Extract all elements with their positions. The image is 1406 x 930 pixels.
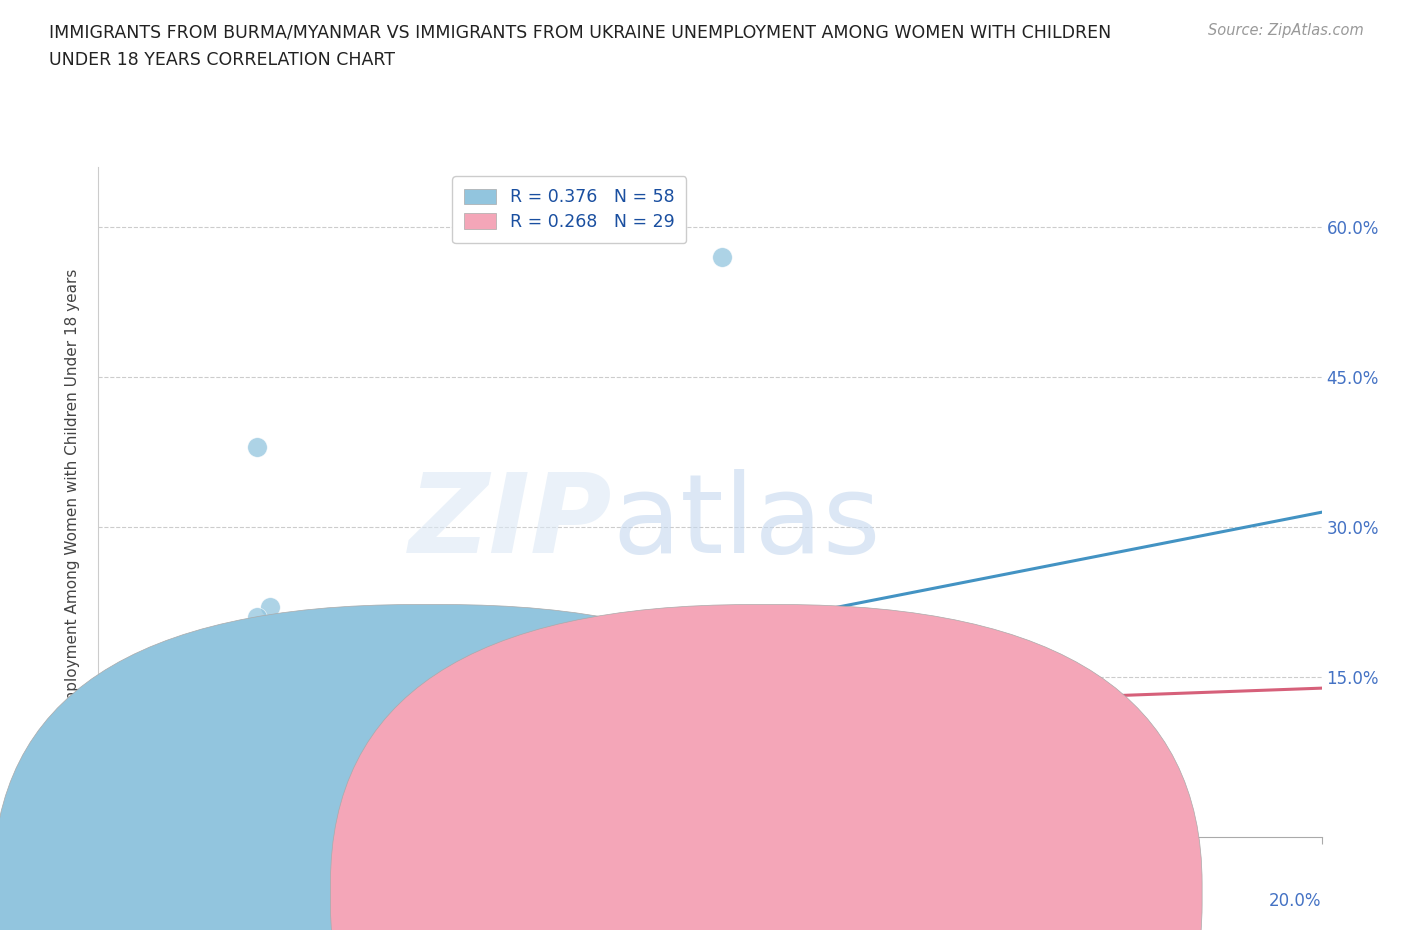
Point — [93, 750, 115, 764]
Point — [118, 750, 141, 764]
Point — [270, 690, 292, 705]
Point — [301, 710, 323, 724]
Point — [301, 720, 323, 735]
Point — [485, 720, 508, 735]
Point — [118, 760, 141, 775]
Point — [100, 750, 122, 764]
Point — [167, 710, 190, 724]
Point — [142, 730, 165, 745]
Point — [124, 720, 146, 735]
Text: atlas: atlas — [612, 469, 880, 576]
Point — [100, 760, 122, 775]
Point — [90, 750, 112, 764]
Point — [392, 699, 416, 714]
Point — [105, 739, 128, 754]
Text: 0.0%: 0.0% — [98, 892, 141, 910]
Point — [111, 800, 134, 815]
Point — [142, 720, 165, 735]
Point — [197, 699, 219, 714]
Point — [711, 250, 734, 265]
Point — [209, 730, 232, 745]
Point — [270, 710, 292, 724]
Point — [136, 800, 159, 815]
Point — [129, 730, 152, 745]
Point — [240, 699, 263, 714]
Text: IMMIGRANTS FROM BURMA/MYANMAR VS IMMIGRANTS FROM UKRAINE UNEMPLOYMENT AMONG WOME: IMMIGRANTS FROM BURMA/MYANMAR VS IMMIGRA… — [49, 23, 1112, 41]
Point — [124, 739, 146, 754]
Point — [129, 730, 152, 745]
Point — [454, 699, 477, 714]
Point — [111, 760, 134, 775]
Point — [124, 750, 146, 764]
Point — [173, 699, 195, 714]
Point — [186, 720, 208, 735]
Text: ZIP: ZIP — [409, 469, 612, 576]
Point — [105, 750, 128, 764]
Point — [124, 720, 146, 735]
Point — [222, 710, 245, 724]
Point — [100, 739, 122, 754]
Point — [136, 720, 159, 735]
Point — [129, 710, 152, 724]
Point — [100, 730, 122, 745]
Point — [943, 720, 966, 735]
Point — [90, 760, 112, 775]
Point — [246, 440, 269, 455]
Point — [93, 770, 115, 785]
Point — [368, 659, 391, 674]
Point — [93, 760, 115, 775]
Point — [160, 710, 183, 724]
Point — [155, 710, 177, 724]
Point — [179, 710, 201, 724]
Point — [111, 739, 134, 754]
Point — [233, 720, 256, 735]
Legend: R = 0.376   N = 58, R = 0.268   N = 29: R = 0.376 N = 58, R = 0.268 N = 29 — [453, 176, 686, 244]
Point — [105, 800, 128, 815]
Point — [111, 760, 134, 775]
Point — [186, 710, 208, 724]
Point — [259, 600, 281, 615]
Point — [105, 750, 128, 764]
Text: 20.0%: 20.0% — [1270, 892, 1322, 910]
Point — [111, 739, 134, 754]
Point — [136, 739, 159, 754]
Text: Immigrants from Burma/Myanmar: Immigrants from Burma/Myanmar — [404, 885, 665, 900]
Point — [149, 720, 172, 735]
Point — [118, 750, 141, 764]
Text: UNDER 18 YEARS CORRELATION CHART: UNDER 18 YEARS CORRELATION CHART — [49, 51, 395, 69]
Point — [142, 710, 165, 724]
Point — [111, 750, 134, 764]
Point — [423, 720, 446, 735]
Point — [100, 770, 122, 785]
Text: Source: ZipAtlas.com: Source: ZipAtlas.com — [1208, 23, 1364, 38]
Point — [136, 739, 159, 754]
Point — [118, 730, 141, 745]
Point — [93, 739, 115, 754]
Point — [1128, 720, 1150, 735]
Point — [105, 770, 128, 785]
Point — [546, 720, 568, 735]
Point — [129, 739, 152, 754]
Point — [246, 610, 269, 625]
Point — [392, 710, 416, 724]
Point — [124, 739, 146, 754]
Point — [149, 739, 172, 754]
Point — [1035, 730, 1057, 745]
Point — [363, 760, 385, 775]
Point — [191, 730, 214, 745]
Y-axis label: Unemployment Among Women with Children Under 18 years: Unemployment Among Women with Children U… — [65, 269, 80, 736]
Point — [332, 619, 354, 634]
Point — [332, 770, 354, 785]
Point — [105, 730, 128, 745]
Point — [149, 730, 172, 745]
Point — [209, 680, 232, 695]
Text: Immigrants from Ukraine: Immigrants from Ukraine — [776, 885, 967, 900]
Point — [173, 730, 195, 745]
Point — [516, 710, 538, 724]
Point — [197, 720, 219, 735]
Point — [124, 790, 146, 804]
Point — [160, 720, 183, 735]
Point — [118, 730, 141, 745]
